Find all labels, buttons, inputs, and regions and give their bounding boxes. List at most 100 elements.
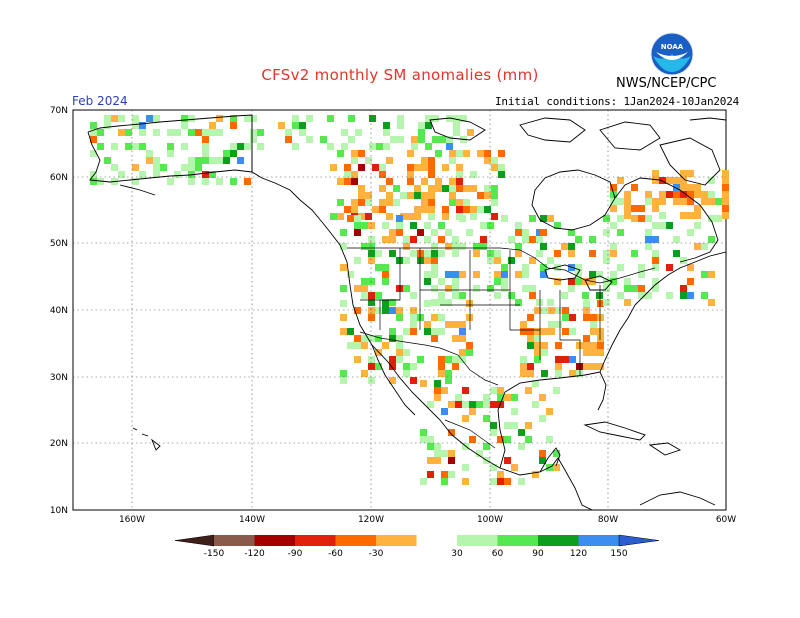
anomaly-cell xyxy=(555,307,562,314)
anomaly-cell xyxy=(469,401,476,408)
anomaly-cell xyxy=(467,129,474,136)
anomaly-cell xyxy=(223,150,230,157)
anomaly-cell xyxy=(424,328,431,335)
legend-label: 60 xyxy=(492,549,504,559)
anomaly-cell xyxy=(548,321,555,328)
anomaly-cell xyxy=(624,299,631,306)
anomaly-cell xyxy=(463,206,470,213)
anomaly-cell xyxy=(237,143,244,150)
latitude-label: 60N xyxy=(50,173,68,183)
anomaly-cell xyxy=(372,164,379,171)
anomaly-cell xyxy=(354,257,361,264)
anomaly-cell xyxy=(547,257,554,264)
anomaly-cell xyxy=(216,115,223,122)
anomaly-cell xyxy=(501,278,508,285)
anomaly-cell xyxy=(708,177,715,184)
anomaly-cell xyxy=(414,164,421,171)
anomaly-cell xyxy=(473,243,480,250)
anomaly-cell xyxy=(518,429,525,436)
anomaly-cell xyxy=(680,257,687,264)
anomaly-cell xyxy=(418,122,425,129)
anomaly-cell xyxy=(610,184,617,191)
anomaly-cell xyxy=(638,215,645,222)
anomaly-cell xyxy=(216,129,223,136)
anomaly-cell xyxy=(424,278,431,285)
anomaly-cell xyxy=(393,185,400,192)
anomaly-cell xyxy=(407,150,414,157)
anomaly-cell xyxy=(368,292,375,299)
anomaly-cell xyxy=(237,157,244,164)
latitude-label: 70N xyxy=(50,106,68,116)
anomaly-cell xyxy=(540,271,547,278)
anomaly-cell xyxy=(424,300,431,307)
anomaly-cell xyxy=(442,164,449,171)
anomaly-cell xyxy=(278,122,285,129)
anomaly-cell xyxy=(456,206,463,213)
anomaly-cell xyxy=(546,408,553,415)
anomaly-cell xyxy=(431,335,438,342)
anomaly-cell xyxy=(361,243,368,250)
anomaly-cell xyxy=(541,370,548,377)
anomaly-cell xyxy=(431,271,438,278)
anomaly-cell xyxy=(610,278,617,285)
anomaly-cell xyxy=(435,185,442,192)
noaa-logo-icon: NOAA xyxy=(650,32,694,76)
anomaly-cell xyxy=(441,387,448,394)
anomaly-cell xyxy=(652,222,659,229)
anomaly-cell xyxy=(462,464,469,471)
anomaly-cell xyxy=(476,401,483,408)
anomaly-cell xyxy=(554,264,561,271)
anomaly-cell xyxy=(421,157,428,164)
anomaly-cell xyxy=(473,285,480,292)
anomaly-cell xyxy=(340,285,347,292)
anomaly-cell xyxy=(354,285,361,292)
anomaly-cell xyxy=(652,250,659,257)
anomaly-cell xyxy=(610,271,617,278)
legend-swatch xyxy=(457,535,498,546)
anomaly-cell xyxy=(410,314,417,321)
anomaly-cell xyxy=(547,299,554,306)
legend-label: 30 xyxy=(451,549,463,559)
anomaly-cell xyxy=(428,164,435,171)
anomaly-cell xyxy=(498,150,505,157)
anomaly-cell xyxy=(351,206,358,213)
anomaly-cell xyxy=(382,236,389,243)
anomaly-cell xyxy=(680,212,687,219)
anomaly-cell xyxy=(617,215,624,222)
anomaly-cell xyxy=(617,198,624,205)
anomaly-cell xyxy=(477,150,484,157)
anomaly-cell xyxy=(382,307,389,314)
anomaly-cell xyxy=(97,143,104,150)
anomaly-cell xyxy=(452,335,459,342)
anomaly-cell xyxy=(358,213,365,220)
anomaly-cell xyxy=(285,136,292,143)
anomaly-cell xyxy=(344,164,351,171)
anomaly-cell xyxy=(603,229,610,236)
anomaly-cell xyxy=(368,278,375,285)
anomaly-cell xyxy=(547,215,554,222)
legend-swatch xyxy=(295,535,336,546)
anomaly-cell xyxy=(379,206,386,213)
anomaly-cell xyxy=(480,243,487,250)
anomaly-cell xyxy=(435,178,442,185)
anomaly-cell xyxy=(452,278,459,285)
anomaly-cell xyxy=(428,185,435,192)
anomaly-cell xyxy=(448,457,455,464)
anomaly-cell xyxy=(202,136,209,143)
anomaly-cell xyxy=(568,229,575,236)
legend-swatch xyxy=(538,535,579,546)
anomaly-cell xyxy=(645,229,652,236)
latitude-label: 50N xyxy=(50,239,68,249)
legend-label: 120 xyxy=(570,549,587,559)
anomaly-cell xyxy=(427,457,434,464)
anomaly-cell xyxy=(498,171,505,178)
anomaly-cell xyxy=(652,285,659,292)
anomaly-cell xyxy=(445,229,452,236)
legend-label: 90 xyxy=(532,549,544,559)
anomaly-cell xyxy=(694,191,701,198)
latitude-label: 40N xyxy=(50,306,68,316)
anomaly-cell xyxy=(195,157,202,164)
anomaly-cell xyxy=(434,443,441,450)
anomaly-cell xyxy=(417,229,424,236)
anomaly-cell xyxy=(491,192,498,199)
